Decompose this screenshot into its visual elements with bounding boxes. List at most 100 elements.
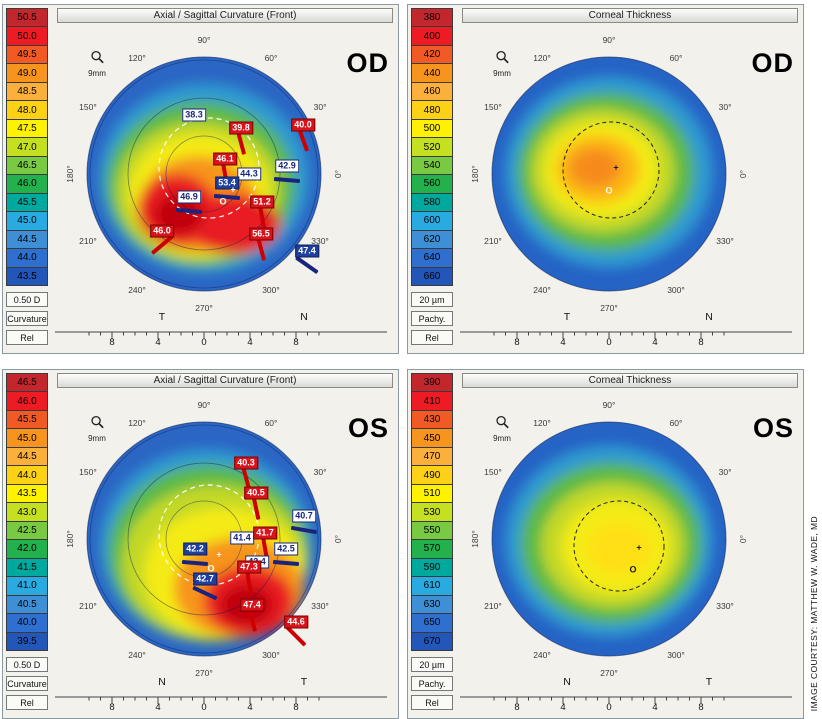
scale-value: 44.0 (6, 248, 48, 268)
axis-tick-label: 8 (698, 337, 704, 348)
measurement-value: 44.6 (284, 615, 308, 629)
degree-label: 0° (333, 534, 343, 544)
magnifier-icon: 9mm (83, 415, 111, 443)
panel-os-corneal-thickness: 390 410 430 450 470 490 510 530 550 570 590 610 630 6… (407, 369, 804, 719)
side-label-left: N (158, 676, 166, 688)
measurement-value: 47.4 (295, 244, 319, 258)
map-marker: + (230, 184, 236, 195)
degree-label: 330° (311, 601, 329, 611)
scale-info: 0.50 D Curvature Rel (6, 657, 48, 714)
zoom-diameter-label: 9mm (88, 434, 106, 443)
scale-value: 390 (411, 373, 453, 393)
zoom-diameter-label: 9mm (493, 69, 511, 78)
scale-value: 580 (411, 192, 453, 213)
color-scale: 46.5 46.0 45.5 45.0 44.5 44.0 43.5 43.0 42.5 42.0… (6, 373, 48, 652)
color-scale: 50.5 50.0 49.5 49.0 48.5 48.0 47.5 47.0 46.5 46.0… (6, 8, 48, 287)
degree-label: 60° (264, 417, 278, 428)
scale-value: 45.5 (6, 409, 48, 430)
degree-label: 120° (533, 417, 551, 428)
panel-od-corneal-thickness: 380 400 420 440 460 480 500 520 540 560 580 600 620 6… (407, 4, 804, 354)
color-scale: 380 400 420 440 460 480 500 520 540 560 580 600 620 6… (411, 8, 453, 287)
scale-mode-label: Rel (411, 330, 453, 345)
degree-label: 150° (484, 467, 502, 477)
scale-value: 46.5 (6, 373, 48, 393)
side-label-left: N (563, 676, 571, 688)
scale-value: 39.5 (6, 631, 48, 652)
scale-value: 430 (411, 409, 453, 430)
scale-value: 40.0 (6, 613, 48, 633)
degree-label: 330° (311, 236, 329, 246)
degree-label: 90° (197, 400, 211, 410)
degree-label: 150° (79, 102, 97, 112)
degree-label: 60° (669, 52, 683, 63)
scale-step-label: 20 µm (411, 657, 453, 672)
scale-value: 400 (411, 26, 453, 46)
magnifier-glyph (495, 50, 509, 64)
scale-value: 410 (411, 391, 453, 411)
scale-value: 42.0 (6, 539, 48, 559)
measurement-value: 41.7 (253, 526, 277, 540)
scale-value: 600 (411, 211, 453, 231)
scale-value: 44.5 (6, 446, 48, 467)
magnifier-icon: 9mm (488, 50, 516, 78)
map-marker: O (207, 563, 215, 574)
degree-label: 0° (738, 534, 748, 544)
map-area: Axial / Sagittal Curvature (Front) 9mm O… (49, 8, 395, 350)
distance-ruler: 8 4 0 4 8 (49, 693, 395, 715)
color-scale: 390 410 430 450 470 490 510 530 550 570 590 610 630 6… (411, 373, 453, 652)
scale-value: 47.0 (6, 137, 48, 157)
axis-tick-label: 4 (560, 337, 566, 348)
panel-os-axial-curvature: 46.5 46.0 45.5 45.0 44.5 44.0 43.5 43.0 42.5 42.0… (2, 369, 399, 719)
side-label-right: N (300, 311, 308, 323)
scale-value: 41.0 (6, 576, 48, 596)
scale-value: 520 (411, 137, 453, 157)
degree-label: 60° (669, 417, 683, 428)
scale-value: 45.5 (6, 192, 48, 213)
map-marker: O (605, 185, 613, 196)
magnifier-glyph (90, 50, 104, 64)
scale-value: 42.5 (6, 520, 48, 541)
axis-tick-label: 4 (155, 337, 161, 348)
degree-label: 210° (79, 601, 97, 611)
scale-info: 0.50 D Curvature Rel (6, 292, 48, 349)
degree-label: 300° (667, 285, 685, 296)
scale-value: 510 (411, 483, 453, 504)
map-marker: O (219, 196, 227, 207)
side-label-right: N (705, 311, 713, 323)
measurement-value: 46.9 (177, 190, 201, 204)
scale-value: 590 (411, 557, 453, 578)
scale-value: 43.0 (6, 502, 48, 522)
degree-label: 0° (333, 169, 343, 179)
map-marker: + (613, 162, 619, 173)
scale-mode-label: Rel (6, 330, 48, 345)
degree-label: 0° (738, 169, 748, 179)
distance-ruler: 8 4 0 4 8 (49, 328, 395, 350)
map-type-label: Curvature (6, 311, 48, 326)
degree-label: 300° (262, 650, 280, 661)
measurement-value: 40.3 (234, 456, 258, 470)
eye-label: OD (346, 48, 389, 78)
side-label-right: T (705, 676, 713, 688)
scale-value: 48.5 (6, 81, 48, 102)
axis-tick-label: 0 (606, 702, 612, 713)
degree-label: 330° (716, 601, 734, 611)
scale-value: 380 (411, 8, 453, 28)
scale-value: 470 (411, 446, 453, 467)
scale-value: 49.0 (6, 63, 48, 83)
measurement-value: 42.2 (183, 542, 207, 556)
axis-tick-label: 8 (514, 337, 520, 348)
scale-value: 670 (411, 631, 453, 652)
degree-label: 180° (65, 530, 75, 548)
scale-value: 48.0 (6, 100, 48, 120)
map-area: Axial / Sagittal Curvature (Front) 9mm O… (49, 373, 395, 715)
scale-value: 45.0 (6, 211, 48, 231)
scale-value: 570 (411, 539, 453, 559)
degree-label: 300° (667, 650, 685, 661)
scale-value: 620 (411, 229, 453, 250)
scale-value: 46.5 (6, 155, 48, 176)
map-type-label: Curvature (6, 676, 48, 691)
map-marker: O (629, 564, 637, 575)
distance-ruler: 8 4 0 4 8 (454, 328, 800, 350)
scale-value: 640 (411, 248, 453, 268)
